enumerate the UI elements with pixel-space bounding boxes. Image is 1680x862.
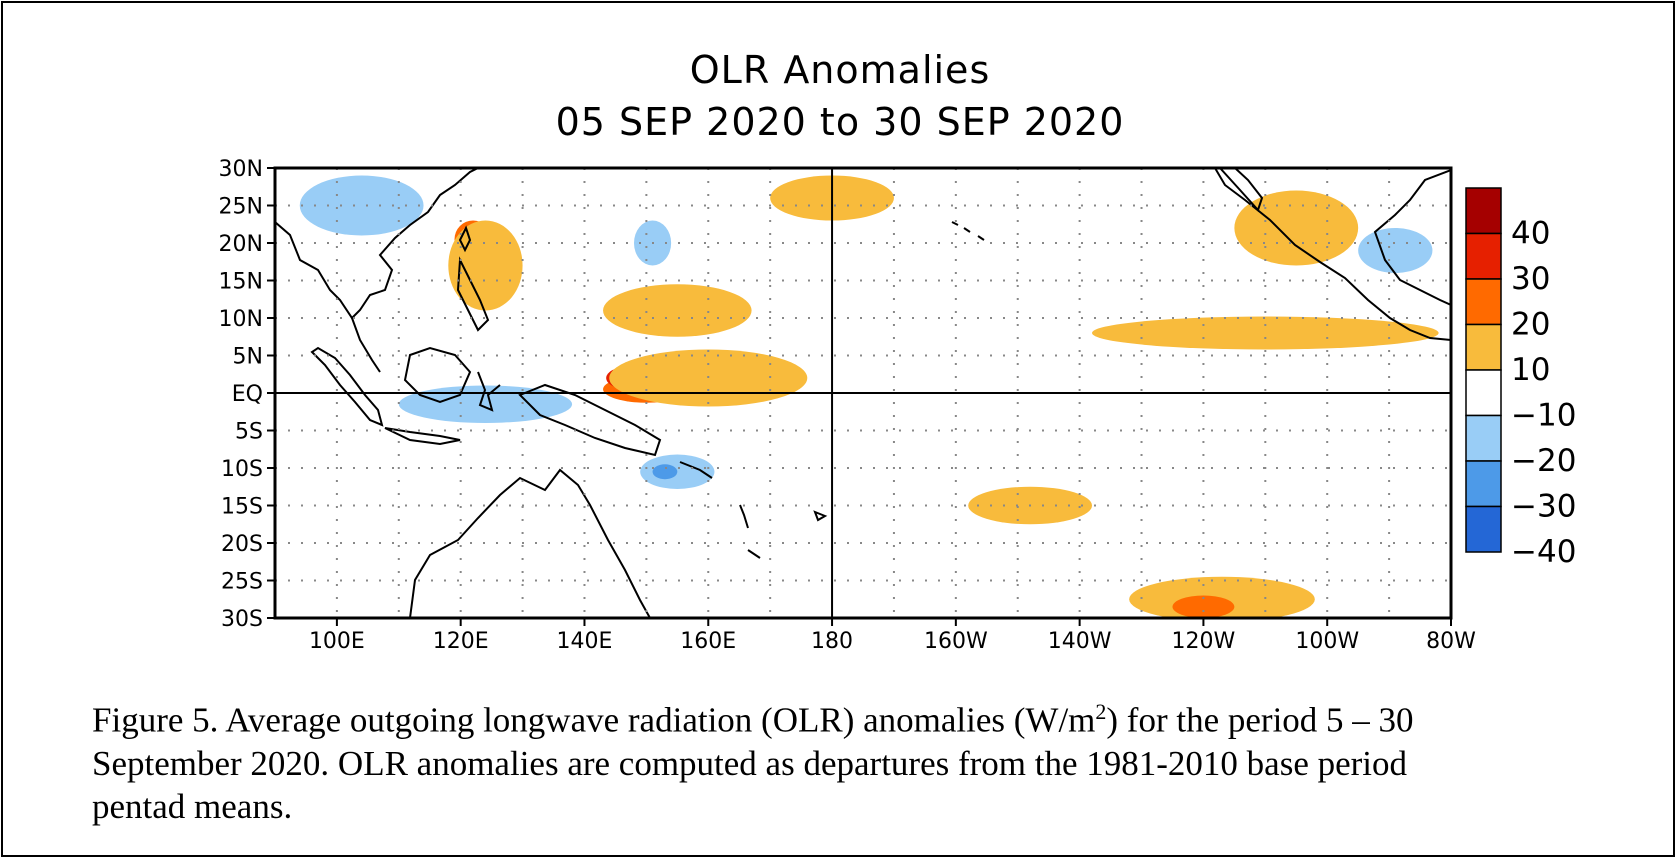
colorbar-swatch	[1465, 414, 1502, 462]
anomaly-region-15	[652, 464, 678, 480]
lat-label: 5S	[235, 420, 263, 445]
lat-label: 20S	[221, 532, 263, 557]
anomaly-region-11	[1172, 595, 1235, 618]
colorbar-label: −10	[1511, 398, 1576, 434]
colorbar-label: 30	[1511, 261, 1550, 297]
caption-line-2: September 2020. OLR anomalies are comput…	[92, 743, 1408, 783]
lat-label: 15S	[221, 495, 263, 520]
colorbar-swatch	[1465, 278, 1502, 326]
lon-label: 160E	[680, 629, 736, 654]
lat-label: 25N	[219, 195, 263, 220]
colorbar-label: 40	[1511, 216, 1550, 252]
colorbar-label: −30	[1511, 489, 1576, 525]
coastline-philippines	[456, 256, 490, 332]
colorbar-swatch	[1465, 323, 1502, 371]
lon-label: 180	[811, 629, 853, 654]
lon-label: 140W	[1048, 629, 1112, 654]
anomaly-region-7	[1092, 316, 1439, 350]
lon-label: 140E	[557, 629, 613, 654]
colorbar-swatch	[1465, 232, 1502, 280]
anomaly-region-3	[603, 284, 752, 337]
colorbar-label: 10	[1511, 352, 1550, 388]
colorbar-swatch	[1465, 369, 1502, 417]
coastline-borneo	[403, 346, 472, 404]
lat-label: 5N	[233, 345, 263, 370]
coastline-mexico	[1214, 168, 1451, 341]
caption-line-3: pentad means.	[92, 786, 293, 826]
coastlines	[275, 168, 1451, 618]
lat-label: 25S	[221, 570, 263, 595]
coastline-malay	[351, 317, 381, 373]
colorbar-swatch	[1465, 187, 1502, 235]
colorbar: 40 30 20 10 −10 −20 −30 −40	[1465, 187, 1576, 570]
coastline-indochina	[275, 168, 479, 320]
map-axes: 30N 25N 20N 15N 10N 5N EQ 5S 10S 15S 20S 25S 30S 100E…	[219, 157, 1477, 654]
lat-label: 30N	[219, 157, 263, 182]
coastline-australia	[409, 468, 651, 618]
lat-label: 10N	[219, 307, 263, 332]
map-date-range: 05 SEP 2020 to 30 SEP 2020	[555, 100, 1125, 144]
lon-label: 120W	[1172, 629, 1236, 654]
coastline-gulf	[1373, 169, 1451, 306]
colorbar-swatch	[1465, 460, 1502, 508]
lon-label: 160W	[924, 629, 988, 654]
lat-label: 10S	[221, 457, 263, 482]
lat-label: EQ	[232, 382, 263, 407]
coastline-fiji	[813, 510, 828, 522]
gridlines	[275, 168, 1451, 618]
coastline-hawaii	[951, 221, 985, 241]
lon-label: 80W	[1426, 629, 1476, 654]
lon-label: 120E	[433, 629, 489, 654]
coastline-solomon	[679, 461, 713, 479]
olr-anomaly-map: 30N 25N 20N 15N 10N 5N EQ 5S 10S 15S 20S 25S 30S 100E…	[219, 157, 1577, 654]
anomaly-region-13	[398, 385, 573, 423]
lat-label: 30S	[221, 607, 263, 632]
anomaly-region-14	[640, 454, 715, 489]
coastline-vanuatu	[739, 504, 749, 529]
coastline-java	[384, 427, 461, 446]
lat-label: 20N	[219, 232, 263, 257]
figure-caption: Figure 5. Average outgoing longwave radi…	[92, 690, 1612, 828]
anomaly-region-12	[299, 175, 424, 236]
caption-line-1: Figure 5. Average outgoing longwave radi…	[92, 699, 1414, 740]
lon-label: 100W	[1295, 629, 1359, 654]
anomaly-region-17	[1358, 228, 1433, 273]
coastline-new-caledonia	[747, 549, 761, 559]
coastline-sumatra	[310, 346, 384, 427]
colorbar-label: −20	[1511, 443, 1576, 479]
lon-label: 100E	[309, 629, 365, 654]
lat-label: 15N	[219, 270, 263, 295]
anomaly-region-5	[448, 220, 523, 311]
colorbar-label: −40	[1511, 534, 1576, 570]
anomaly-region-8	[1234, 190, 1359, 266]
coastline-baja	[1219, 168, 1264, 212]
coastline-taiwan	[458, 225, 472, 253]
colorbar-swatch	[1465, 505, 1502, 553]
colorbar-label: 20	[1511, 307, 1550, 343]
map-title: OLR Anomalies	[689, 48, 991, 92]
